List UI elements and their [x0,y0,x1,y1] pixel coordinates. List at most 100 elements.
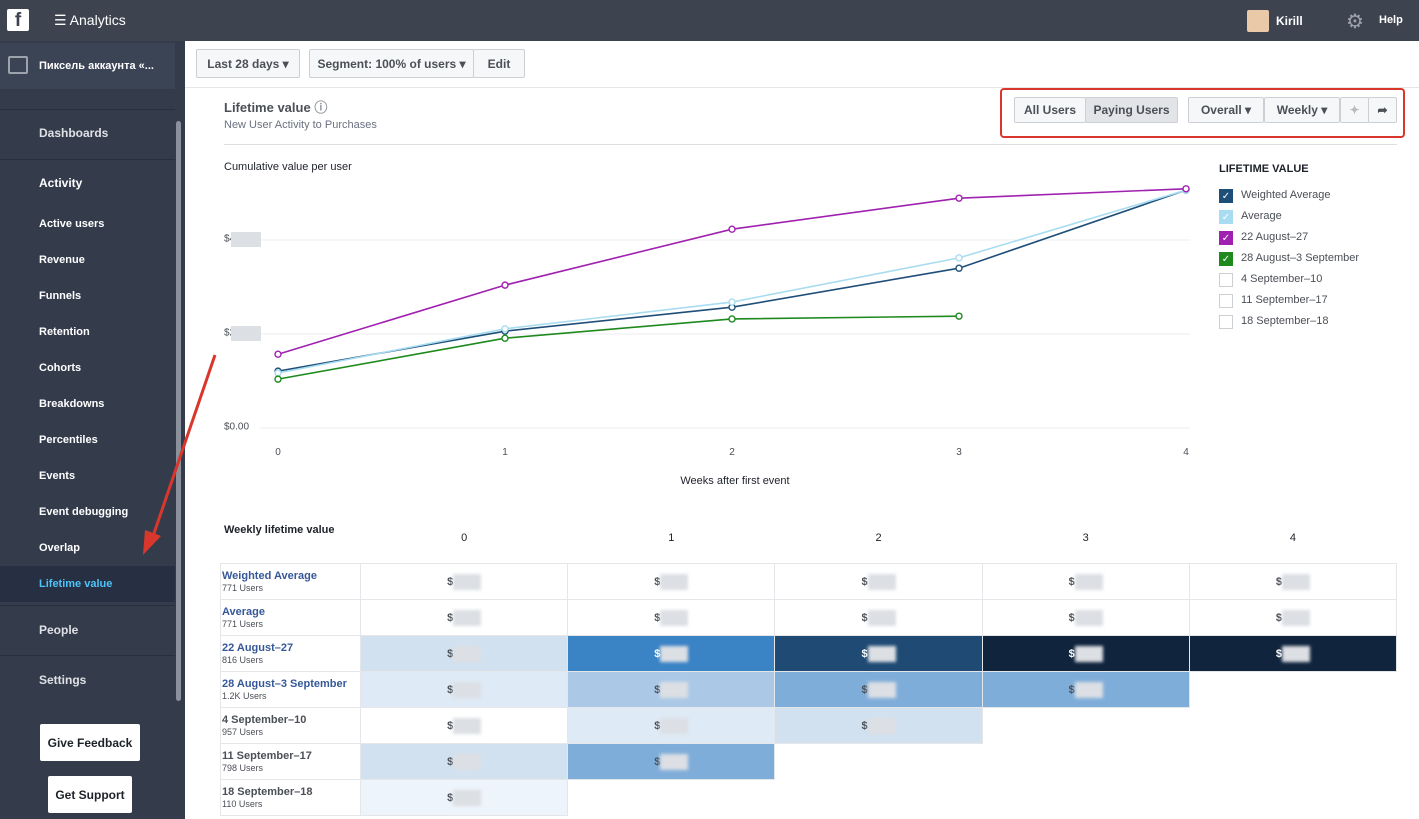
overall-select[interactable]: Overall ▾ [1188,97,1264,123]
cell-label: $ [861,647,868,660]
legend-label: 11 September–17 [1241,294,1328,306]
legend-item[interactable]: ✓ Average [1219,210,1389,224]
date-label: Last 28 days [207,56,280,71]
column-label: 2 [875,532,882,544]
value-cell: $ [1188,563,1398,600]
row-name[interactable]: 22 August–27 [222,641,294,654]
blurred-value [1281,573,1310,590]
nav-item[interactable]: Event debugging [39,506,129,518]
user-name[interactable]: Kirill [1276,14,1303,28]
select-label: Weekly [1276,103,1318,117]
pin-button[interactable]: ✦ [1340,97,1369,123]
row-name: 11 September–17 [222,749,312,762]
legend-label: 4 September–10 [1241,273,1323,285]
cell-label: $ [1068,647,1075,660]
data-point [955,264,963,272]
sidebar-button[interactable]: Give Feedback [40,724,140,761]
logo[interactable]: f [7,9,29,31]
value-cell: $ [774,671,983,708]
nav-item[interactable]: Percentiles [39,434,98,446]
nav-item[interactable]: Lifetime value [0,566,175,602]
nav-item[interactable]: Revenue [39,254,85,266]
legend-item[interactable]: 4 September–10 [1219,273,1389,287]
legend-item[interactable]: 18 September–18 [1219,315,1389,329]
value-cell: $ [360,779,569,816]
nav-section[interactable]: Activity [0,159,175,205]
nav-section[interactable]: Dashboards [0,109,175,155]
info-icon[interactable]: ⓘ [314,100,328,115]
blurred-value [1074,645,1103,662]
legend-item[interactable]: ✓ 22 August–27 [1219,231,1389,245]
column-label: 0 [461,532,468,544]
legend-checkbox [1219,294,1233,308]
app-title[interactable]: ☰ Analytics [54,12,126,28]
table-header: 0 1 2 3 4 [221,532,1397,564]
x-axis-label: Weeks after first event [680,475,789,487]
blurred-value [660,645,689,662]
cell-label: $ [1275,611,1282,624]
help[interactable]: Help [1379,14,1403,26]
legend-item[interactable]: 11 September–17 [1219,294,1389,308]
y-tick-label: $4 [224,234,236,245]
legend-checkbox: ✓ [1219,252,1233,266]
cell-label: $ [1068,683,1075,696]
table-row: Average 771 Users $ $ $ $ $ [219,599,1398,636]
account-item[interactable]: Пиксель аккаунта «... [0,43,175,89]
row-name[interactable]: 28 August–3 September [222,677,347,690]
legend-item[interactable]: ✓ Weighted Average [1219,189,1389,203]
legend-checkbox: ✓ [1219,231,1233,245]
cell-label: $ [654,683,661,696]
row-name[interactable]: Weighted Average [222,569,317,582]
value-cell: $ [981,635,1190,672]
cell-label: $ [654,611,661,624]
edit-button[interactable]: Edit [473,49,525,78]
legend-checkbox: ✓ [1219,210,1233,224]
cell-label: $ [654,719,661,732]
settings-icon[interactable]: ⚙ [1346,11,1364,33]
segment-select[interactable]: Segment: 100% of users ▾ [309,49,474,78]
table-row: 11 September–17 798 Users $ $ [219,743,1397,780]
period-select[interactable]: Weekly ▾ [1264,97,1340,123]
value-cell: $ [981,563,1190,600]
blurred-value [660,573,689,590]
header-cell [221,549,361,564]
nav-item[interactable]: Events [39,470,76,482]
card-title: Lifetime value ⓘ [224,97,327,116]
cell-label: $ [1068,575,1075,588]
nav-section[interactable]: Settings [0,655,175,703]
row-name[interactable]: Average [222,605,266,618]
divider [224,144,1397,145]
blurred-value [1074,609,1103,626]
toggle-button[interactable]: Paying Users [1085,97,1178,123]
value-cell: $ [1188,599,1398,636]
value-cell: $ [360,635,569,672]
empty-cell [775,744,982,780]
nav-item[interactable]: Active users [39,218,105,230]
row-users: 1.2K Users [222,690,267,701]
share-button[interactable]: ➦ [1368,97,1397,123]
nav-item[interactable]: Retention [39,326,90,338]
date-select[interactable]: Last 28 days ▾ [196,49,300,78]
empty-cell [982,744,1189,780]
blurred-value [867,609,896,626]
toggle-button[interactable]: All Users [1014,97,1086,123]
nav-item[interactable]: Overlap [39,542,80,554]
avatar[interactable] [1247,10,1269,32]
data-point [274,375,282,383]
legend-item[interactable]: ✓ 28 August–3 September [1219,252,1389,266]
sidebar-button[interactable]: Get Support [48,776,132,813]
data-point [955,254,963,262]
value-cell: $ [567,599,776,636]
table-row: 4 September–10 957 Users $ $ $ [219,707,1397,744]
x-tick-label: 4 [1183,447,1189,458]
top-bar: f ☰ Analytics Kirill ⚙ Help [0,0,1419,41]
nav-item[interactable]: Funnels [39,290,82,302]
nav-section[interactable]: People [0,605,175,653]
legend-title: LIFETIME VALUE [1219,163,1309,175]
chart: Cumulative value per user Weeks after fi… [224,161,1190,487]
nav-item[interactable]: Cohorts [39,362,82,374]
sidebar: Пиксель аккаунта «... Dashboards Activity A… [0,41,185,819]
nav-item[interactable]: Breakdowns [39,398,105,410]
series-line [277,187,1187,355]
